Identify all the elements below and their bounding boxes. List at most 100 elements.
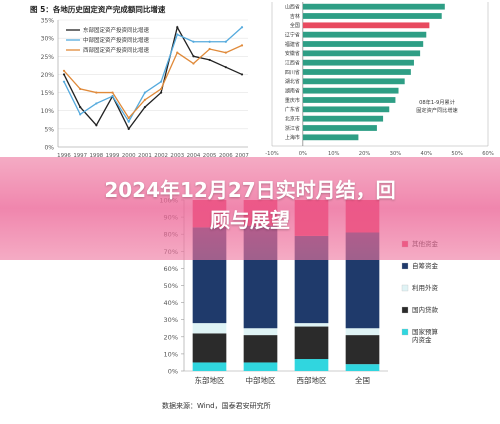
x-tick-label: 10% [328, 151, 340, 157]
bar [302, 97, 396, 103]
category-label: 山西省 [285, 4, 300, 11]
bar [302, 69, 411, 75]
bar [302, 59, 414, 66]
data-point [62, 69, 66, 72]
line-chart: 图 5：各地历史固定资产完成额同比增速 0% 5% 10% 15% 20% 25% 30% 35… [30, 4, 249, 159]
data-point [111, 91, 114, 94]
series-line [63, 25, 243, 131]
y-tick-label: 25% [41, 54, 55, 61]
headline-line-2: 顾与展望 [210, 208, 290, 232]
data-point [143, 98, 147, 101]
bar [302, 50, 421, 57]
x-tick-label: 1996 [57, 153, 71, 159]
category-label: 辽宁省 [285, 32, 300, 39]
stack-segment [192, 323, 227, 334]
data-point [208, 58, 211, 62]
y-tick-label: 30% [164, 316, 178, 324]
y-tick-label: 0% [168, 368, 178, 376]
x-tick-label: 30% [390, 151, 402, 157]
y-tick-label: 5% [44, 126, 54, 133]
source-note: 数据来源：Wind，国泰君安研究所 [162, 401, 271, 410]
stack-segment [243, 335, 278, 363]
stack-segment [243, 328, 278, 336]
x-tick-label: 2004 [187, 153, 201, 159]
legend-swatch [401, 284, 409, 292]
stack-segment [294, 323, 329, 327]
headline-line-1: 2024年12月27日实时月结，回 [104, 178, 396, 202]
stack-segment [243, 362, 278, 371]
legend-text: 固定资产同比增速 [416, 106, 458, 114]
x-tick-label: 40% [421, 151, 433, 157]
data-point [62, 80, 66, 83]
legend-label: 内资金 [412, 335, 432, 344]
data-point [240, 26, 244, 29]
x-tick-label: 2005 [203, 153, 217, 159]
y-tick-label: 40% [164, 299, 178, 307]
category-label: 上海市 [285, 134, 300, 141]
bar [302, 125, 377, 131]
y-tick-label: 10% [164, 350, 178, 358]
bar [302, 31, 427, 38]
y-tick-label: 0% [44, 145, 54, 152]
headline-banner [0, 157, 500, 260]
bar [302, 78, 405, 85]
bar [302, 22, 430, 29]
category-label: 中部地区 [246, 375, 276, 385]
data-point [143, 105, 147, 109]
stack-segment [345, 328, 380, 336]
series-line [63, 26, 243, 123]
x-tick-label: 1997 [73, 153, 87, 159]
bar [302, 106, 390, 113]
data-point [176, 51, 179, 54]
data-point [95, 102, 98, 105]
category-label: 江西省 [285, 60, 300, 67]
stack-segment [294, 359, 329, 371]
category-label: 东部地区 [195, 375, 225, 385]
bar [302, 3, 445, 10]
data-point [176, 26, 179, 29]
data-point [224, 40, 227, 43]
x-tick-label: 2002 [154, 153, 168, 159]
headline: 2024年12月27日实时月结，回 顾与展望 [0, 175, 500, 235]
bar [302, 134, 359, 141]
bar [302, 115, 384, 122]
category-label: 吉林 [290, 13, 300, 20]
data-point [95, 91, 98, 94]
category-label: 福建省 [285, 41, 300, 48]
legend-label: 东部固定资产投资同比增速 [83, 26, 150, 34]
data-point [240, 73, 244, 76]
category-label: 四川省 [285, 69, 300, 76]
data-point [143, 91, 147, 94]
data-point [127, 127, 130, 130]
series-line [63, 44, 243, 120]
category-label: 全国 [355, 375, 370, 385]
x-tick-label: 2000 [122, 153, 136, 159]
category-label: 湖南省 [285, 88, 300, 95]
category-label: 浙江省 [285, 125, 300, 132]
legend-label: 国内贷款 [412, 305, 439, 314]
bar [302, 41, 424, 47]
category-label: 安徽省 [285, 50, 300, 57]
line-chart-title: 图 5：各地历史固定资产完成额同比增速 [30, 4, 166, 14]
data-point [79, 113, 82, 116]
data-point [127, 116, 130, 120]
data-point [111, 95, 114, 98]
x-tick-label: 0% [299, 151, 307, 157]
hbar-chart: 山西省吉林全国辽宁省福建省安徽省江西省四川省湖北省湖南省重庆市广东省北京市浙江省… [265, 2, 494, 157]
bar [302, 13, 442, 19]
stack-segment [192, 362, 227, 371]
x-tick-label: -10% [265, 151, 278, 157]
y-tick-label: 20% [41, 72, 55, 79]
legend-text: 08年1-9月累计 [419, 98, 455, 106]
y-tick-label: 10% [41, 108, 55, 115]
data-point [159, 87, 163, 91]
x-tick-label: 1999 [106, 153, 120, 159]
y-tick-label: 15% [41, 90, 55, 97]
data-point [127, 120, 130, 123]
legend-label: 中部固定资产投资同比增速 [83, 36, 150, 44]
legend-swatch [401, 262, 409, 270]
data-point [79, 105, 82, 109]
x-tick-label: 60% [482, 151, 494, 157]
category-label: 西部地区 [297, 375, 327, 385]
y-tick-label: 35% [41, 18, 55, 25]
